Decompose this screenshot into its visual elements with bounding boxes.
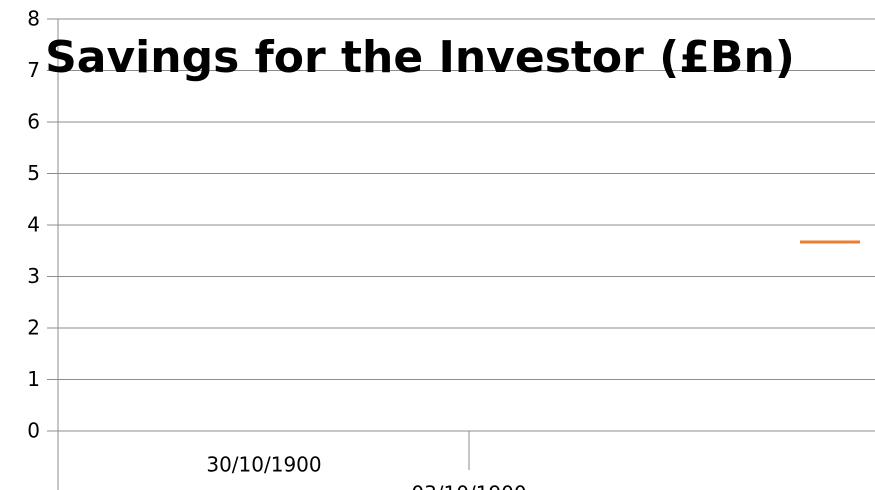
grid xyxy=(47,18,875,490)
y-tick-label: 4 xyxy=(27,213,40,237)
y-tick-label: 7 xyxy=(27,58,40,82)
x-tick-label: 30/10/1900 xyxy=(206,453,321,477)
y-tick-label: 2 xyxy=(27,316,40,340)
chart-title: Savings for the Investor (£Bn) xyxy=(45,32,795,83)
y-tick-label: 8 xyxy=(27,7,40,31)
y-tick-label: 3 xyxy=(27,264,40,288)
y-tick-label: 6 xyxy=(27,110,40,134)
y-tick-label: 0 xyxy=(27,419,40,443)
y-tick-label: 5 xyxy=(27,161,40,185)
y-tick-label: 1 xyxy=(27,367,40,391)
x-tick-label: 03/10/1900 xyxy=(411,482,526,490)
